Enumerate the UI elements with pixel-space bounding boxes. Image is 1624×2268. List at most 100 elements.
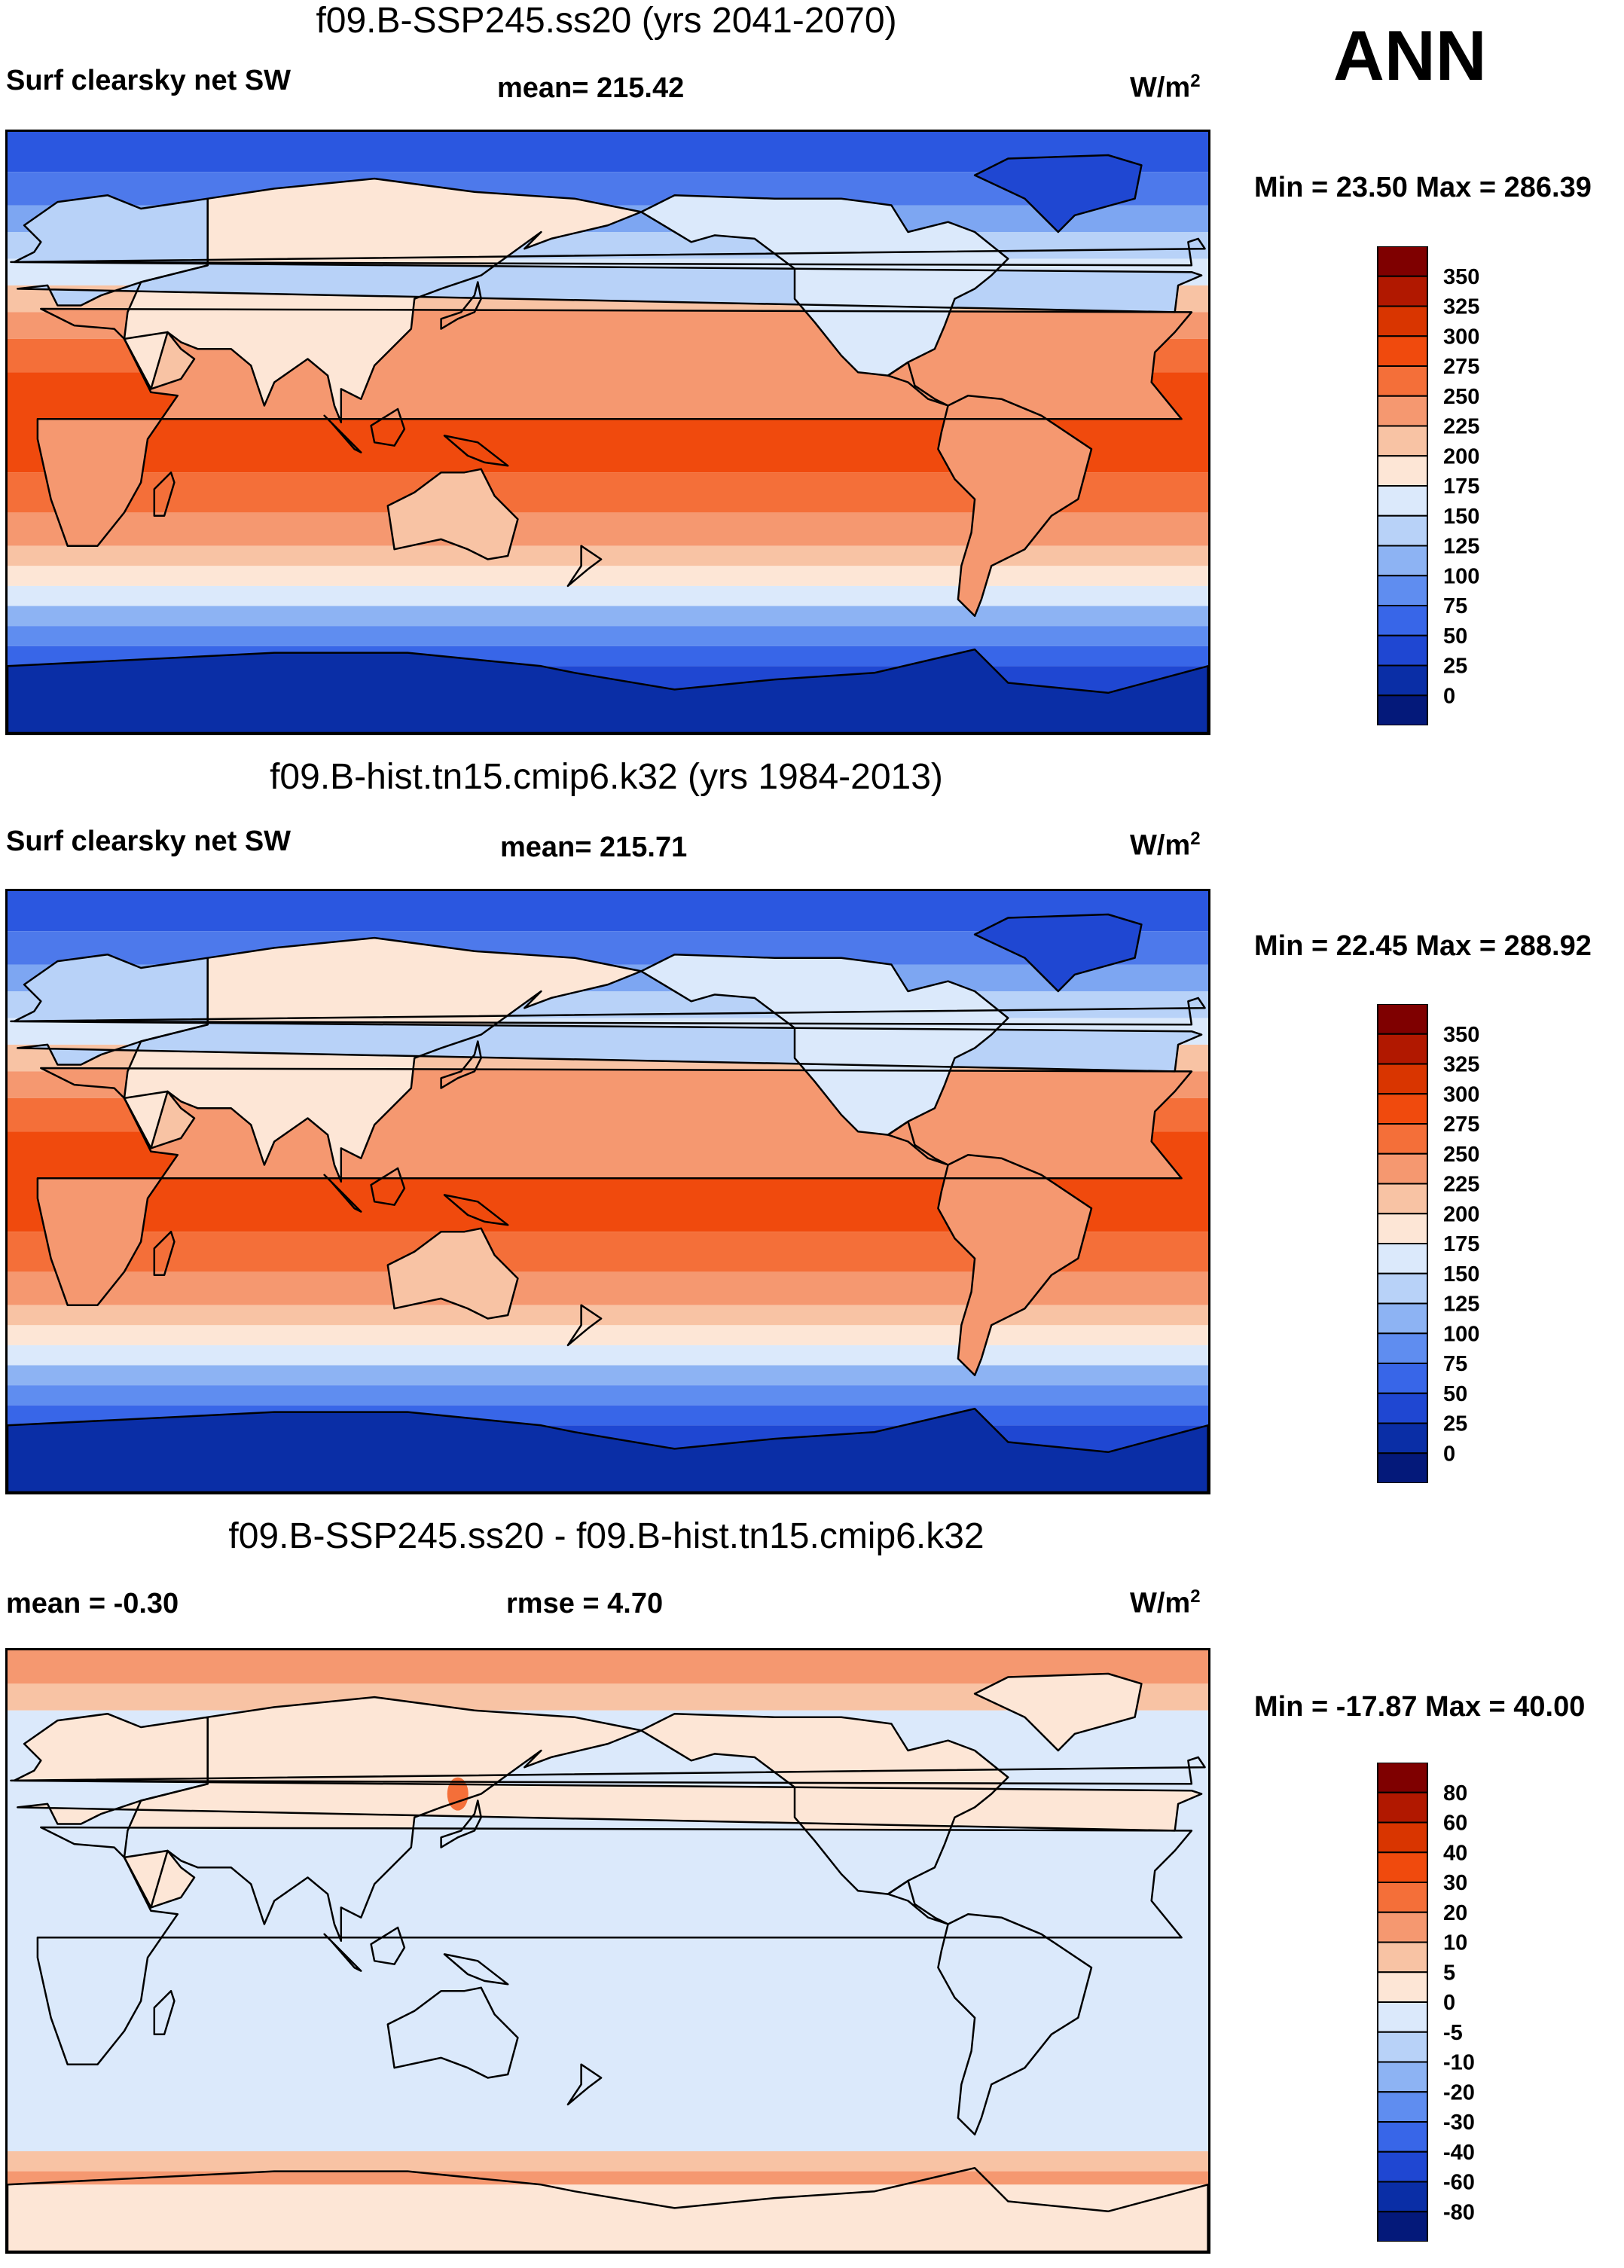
colorbar-swatch	[1377, 2001, 1428, 2033]
colorbar-swatch	[1377, 275, 1428, 307]
colorbar-swatch	[1377, 1971, 1428, 2003]
coastline-camerica	[887, 361, 949, 407]
colorbar-3-svg: 80 60 40 30 20 10 5 0 -5 -10 -20 -30 -40 -60 -80	[1377, 1763, 1475, 2242]
coastline-greenland	[973, 1672, 1143, 1752]
colorbar-swatch	[1377, 395, 1428, 427]
colorbar-swatch	[1377, 1272, 1428, 1305]
colorbar-tick-label: 0	[1443, 1442, 1455, 1466]
coastline-antarctica	[8, 2166, 1208, 2251]
colorbar-swatch	[1377, 1093, 1428, 1125]
coastline-samerica	[937, 394, 1093, 618]
panel-1-map	[5, 130, 1210, 735]
panel-3-map	[5, 1648, 1210, 2254]
panel-2-map	[5, 889, 1210, 1494]
colorbar-tick-label: 150	[1443, 1262, 1479, 1287]
colorbar-swatch	[1377, 1882, 1428, 1913]
colorbar-tick-label: -10	[1443, 2051, 1475, 2075]
colorbar-tick-label: -40	[1443, 2141, 1475, 2165]
coastline-newguinea	[443, 1194, 509, 1226]
colorbar-swatch	[1377, 1363, 1428, 1394]
coastline-samerica	[937, 1912, 1093, 2136]
colorbar-swatch	[1377, 575, 1428, 606]
coastline-antarctica	[8, 648, 1208, 733]
coastline-asia	[123, 1696, 643, 1942]
land-field-australia	[387, 1228, 518, 1319]
coastline-asia	[123, 936, 643, 1183]
colorbar-tick-label: -5	[1443, 2021, 1463, 2045]
colorbar-tick-label: 20	[1443, 1901, 1467, 1925]
colorbar-tick-label: 100	[1443, 1322, 1479, 1346]
colorbar-tick-label: 60	[1443, 1812, 1467, 1836]
panel-1-title: f09.B-SSP245.ss20 (yrs 2041-2070)	[316, 1, 897, 41]
coastline-newzealand	[566, 2063, 603, 2106]
colorbar-swatch	[1377, 1392, 1428, 1424]
colorbar-swatch	[1377, 634, 1428, 667]
field-band	[8, 626, 1208, 646]
land-field-samerica	[938, 395, 1091, 616]
colorbar-tick-label: 300	[1443, 1082, 1479, 1107]
colorbar-tick-label: 200	[1443, 1202, 1479, 1226]
colorbar-tick-label: 275	[1443, 355, 1479, 379]
panel-1-variable-label: Surf clearsky net SW	[6, 65, 292, 96]
colorbar-tick-label: 5	[1443, 1961, 1455, 1985]
anomaly-hotspot	[447, 1777, 469, 1811]
coastline-uk	[10, 1756, 1206, 1785]
colorbar-swatch	[1377, 545, 1428, 577]
coastline-australia	[386, 468, 519, 560]
colorbar-swatch	[1377, 2211, 1428, 2242]
colorbar-swatch	[1377, 1911, 1428, 1943]
coastline-namerica	[640, 1712, 1009, 1895]
coastline-uk	[10, 237, 1206, 267]
coastline-africa	[36, 307, 1193, 547]
map-3-svg	[8, 1650, 1208, 2251]
colorbar-swatch	[1377, 1851, 1428, 1883]
coastline-japan	[440, 1040, 482, 1089]
field-band	[8, 545, 1208, 566]
colorbar-tick-label: 30	[1443, 1871, 1467, 1895]
land-field-antarctica	[8, 1409, 1208, 1492]
panel-2-mean-label: mean= 215.71	[500, 832, 688, 863]
panel-3-mean-label: mean = -0.30	[6, 1588, 179, 1619]
coastline-madagascar	[153, 1989, 176, 2036]
coastline-newzealand	[566, 1304, 603, 1347]
colorbar-tick-label: 325	[1443, 1053, 1479, 1077]
land-field-samerica	[938, 1155, 1091, 1375]
coastline-indonesia1	[323, 414, 362, 453]
coastline-camerica	[887, 1879, 949, 1925]
colorbar-swatch	[1377, 1004, 1428, 1035]
coastline-africa	[36, 1067, 1193, 1306]
colorbar-swatch	[1377, 1033, 1428, 1065]
colorbar-swatch	[1377, 1213, 1428, 1244]
colorbar-swatch	[1377, 246, 1428, 277]
coastline-japan	[440, 1799, 482, 1848]
colorbar-swatch	[1377, 605, 1428, 636]
colorbar-tick-label: 75	[1443, 1352, 1467, 1376]
colorbar-swatch	[1377, 1941, 1428, 1973]
coastline-arabia	[123, 1849, 196, 1909]
colorbar-swatch	[1377, 1791, 1428, 1824]
colorbar-tick-label: -20	[1443, 2080, 1475, 2105]
coastline-greenland	[973, 154, 1143, 234]
coastline-borneo	[370, 1926, 406, 1965]
coastline-antarctica	[8, 1407, 1208, 1492]
field-band	[8, 1345, 1208, 1366]
coastline-newguinea	[443, 435, 509, 467]
coastline-arabia	[123, 1090, 196, 1149]
colorbar-tick-label: 50	[1443, 1382, 1467, 1406]
colorbar-swatch	[1377, 305, 1428, 337]
field-band	[8, 2184, 1208, 2251]
coastline-uk	[10, 997, 1206, 1026]
colorbar-tick-label: 175	[1443, 1232, 1479, 1256]
colorbar-swatch	[1377, 1763, 1428, 1793]
coastline-newguinea	[443, 1953, 509, 1986]
field-band	[8, 1305, 1208, 1326]
colorbar-tick-label: 250	[1443, 385, 1479, 409]
colorbar-tick-label: 0	[1443, 1991, 1455, 2015]
land-field-greenland	[975, 1674, 1142, 1751]
land-field-australia	[387, 469, 518, 560]
land-field-greenland	[975, 155, 1142, 232]
colorbar-tick-label: 25	[1443, 1412, 1467, 1436]
colorbar-tick-label: 350	[1443, 265, 1479, 289]
